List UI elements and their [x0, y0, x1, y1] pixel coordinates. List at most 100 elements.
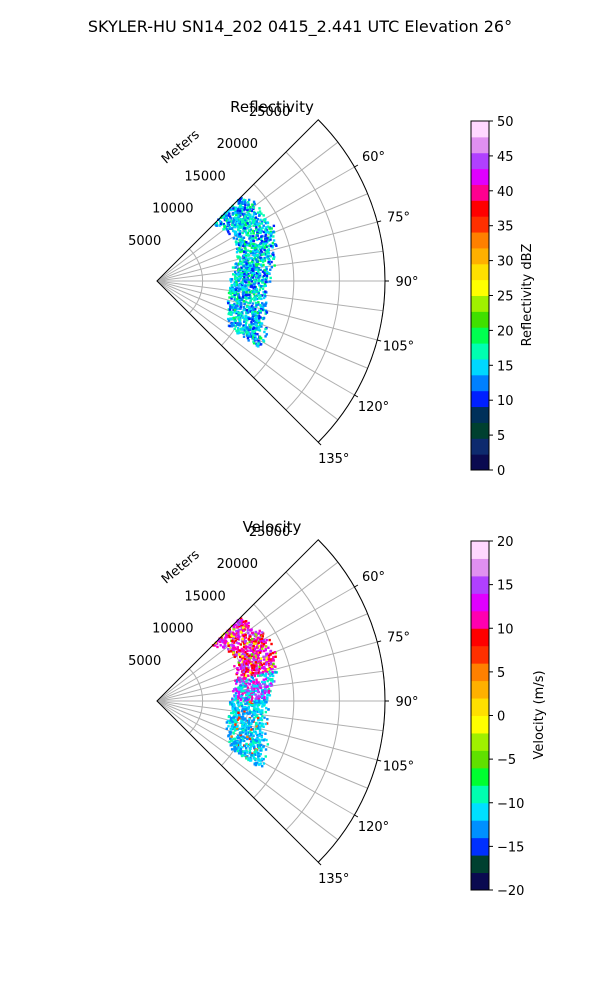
reflectivity-echo-point: [243, 260, 246, 264]
velocity-echo-point: [254, 671, 257, 675]
reflectivity-echo-point: [251, 302, 254, 305]
reflectivity-echo-point: [243, 247, 247, 250]
velocity-echo-point: [229, 703, 232, 706]
reflectivity-echo-point: [238, 296, 241, 299]
velocity-echo-point: [249, 747, 252, 751]
reflectivity-echo-point: [249, 239, 252, 243]
reflectivity-echo-point: [248, 221, 251, 224]
reflectivity-echo-point: [239, 211, 242, 214]
reflectivity-echo-point: [239, 250, 242, 254]
velocity-echo-point: [264, 748, 268, 751]
velocity-echo-point: [263, 658, 266, 661]
reflectivity-colorbar-segment: [471, 216, 489, 233]
velocity-echo-point: [249, 635, 252, 638]
velocity-echo-point: [234, 695, 237, 698]
velocity-echo-point: [241, 715, 245, 718]
reflectivity-radial-tick-label: 25000: [249, 105, 290, 120]
velocity-echo-point: [219, 644, 222, 647]
velocity-echo-point: [255, 708, 258, 711]
reflectivity-echo-point: [245, 233, 248, 236]
velocity-echo-point: [232, 628, 235, 631]
reflectivity-echo-point: [229, 313, 232, 316]
reflectivity-echo-point: [261, 279, 264, 282]
reflectivity-echo-point: [240, 205, 244, 209]
velocity-echo-point: [239, 630, 243, 633]
velocity-echo-point: [238, 628, 241, 632]
velocity-echo-point: [252, 709, 256, 712]
velocity-echo-point: [247, 727, 250, 731]
reflectivity-echo-point: [237, 234, 241, 237]
reflectivity-echo-point: [242, 279, 245, 282]
reflectivity-echo-point: [228, 312, 231, 315]
reflectivity-echo-point: [255, 268, 259, 271]
reflectivity-echo-point: [244, 263, 247, 267]
velocity-echo-point: [225, 721, 229, 724]
reflectivity-echo-point: [232, 224, 235, 228]
velocity-echo-point: [237, 711, 240, 715]
velocity-echo-point: [247, 621, 250, 625]
reflectivity-echo-point: [264, 290, 267, 293]
reflectivity-echo-point: [241, 314, 244, 318]
reflectivity-echo-point: [231, 222, 234, 225]
velocity-echo-point: [230, 739, 233, 742]
velocity-echo-point: [257, 725, 260, 728]
reflectivity-echo-point: [237, 311, 241, 314]
velocity-echo-point: [242, 650, 245, 653]
velocity-echo-point: [244, 685, 247, 688]
reflectivity-echo-point: [246, 206, 249, 210]
reflectivity-angle-tick-label: 105°: [383, 340, 414, 355]
velocity-angle-tick: [317, 861, 322, 866]
reflectivity-echo-point: [241, 331, 245, 334]
reflectivity-echo-point: [220, 216, 223, 219]
reflectivity-echo-point: [228, 289, 232, 292]
velocity-echo-point: [240, 663, 244, 666]
velocity-colorbar-tick-label: 5: [497, 666, 505, 681]
velocity-echo-point: [239, 643, 243, 646]
reflectivity-echo-point: [233, 230, 236, 233]
velocity-echo-point: [240, 754, 244, 758]
velocity-echo-point: [264, 701, 267, 704]
velocity-echo-point: [244, 620, 248, 623]
velocity-echo-point: [269, 674, 272, 678]
reflectivity-echo-point: [243, 329, 247, 332]
velocity-echo-point: [255, 646, 259, 649]
reflectivity-echo-point: [228, 232, 231, 236]
velocity-echo-point: [247, 661, 250, 664]
velocity-echo-point: [234, 709, 237, 712]
velocity-echo-point: [233, 745, 237, 749]
velocity-echo-point: [230, 632, 233, 636]
velocity-radial-tick-label: 25000: [249, 525, 290, 540]
velocity-echo-point: [257, 738, 261, 741]
velocity-echo-point: [266, 698, 269, 701]
velocity-echo-point: [270, 659, 273, 662]
reflectivity-echo-point: [248, 290, 252, 294]
reflectivity-echo-point: [268, 227, 271, 230]
velocity-echo-point: [231, 711, 235, 715]
velocity-echo-point: [229, 719, 232, 722]
velocity-echo-point: [258, 683, 261, 686]
reflectivity-echo-point: [226, 223, 230, 226]
velocity-echo-point: [237, 746, 240, 749]
reflectivity-echo-point: [249, 252, 253, 255]
velocity-echo-point: [240, 677, 244, 681]
reflectivity-echo-point: [249, 271, 253, 275]
reflectivity-echo-point: [241, 271, 245, 275]
velocity-echo-point: [239, 741, 242, 744]
velocity-echo-point: [253, 701, 256, 704]
reflectivity-echo-point: [268, 259, 271, 262]
velocity-echo-point: [268, 678, 271, 681]
velocity-angle-tick-label: 120°: [358, 820, 389, 835]
velocity-echo-point: [265, 670, 269, 674]
reflectivity-echo-point: [251, 244, 254, 247]
velocity-echo-point: [252, 644, 255, 648]
velocity-echo-point: [252, 640, 255, 644]
velocity-echo-point: [238, 696, 242, 699]
reflectivity-echo-point: [259, 294, 262, 298]
reflectivity-echo-point: [251, 237, 254, 240]
reflectivity-echo-point: [255, 229, 258, 232]
velocity-echo-point: [240, 618, 244, 622]
reflectivity-echo-point: [257, 294, 260, 297]
velocity-echo-point: [246, 725, 250, 728]
velocity-echo-point: [261, 635, 264, 638]
velocity-echo-point: [259, 717, 262, 720]
